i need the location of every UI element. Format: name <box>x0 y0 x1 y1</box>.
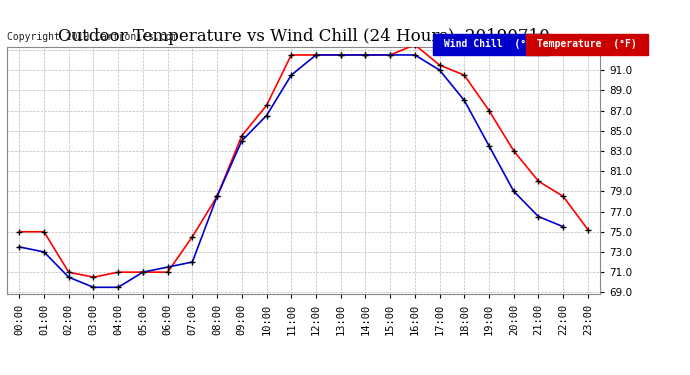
Text: Temperature  (°F): Temperature (°F) <box>531 39 643 50</box>
Text: Wind Chill  (°F): Wind Chill (°F) <box>438 39 544 50</box>
Text: Copyright 2019 Cartronics.com: Copyright 2019 Cartronics.com <box>7 32 177 42</box>
Title: Outdoor Temperature vs Wind Chill (24 Hours)  20190710: Outdoor Temperature vs Wind Chill (24 Ho… <box>58 28 549 45</box>
